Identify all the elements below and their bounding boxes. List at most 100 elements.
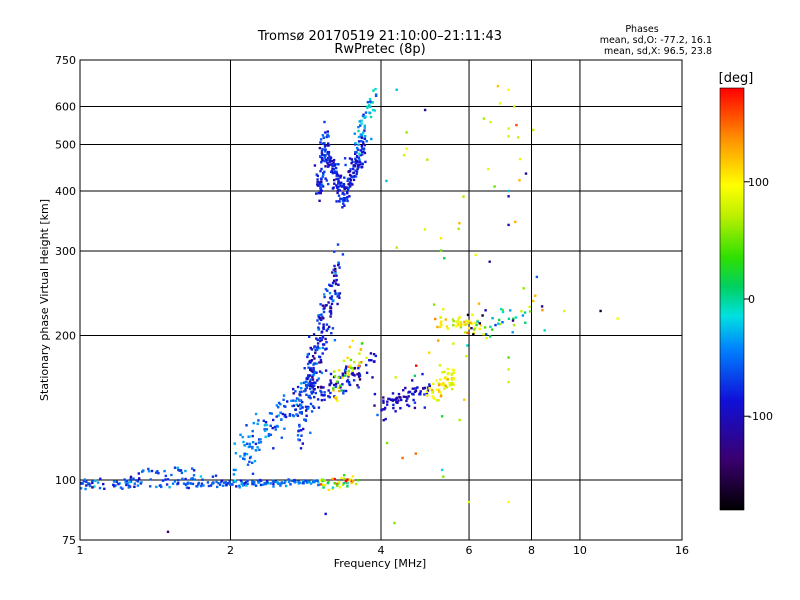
- data-point: [241, 484, 245, 487]
- data-point: [297, 397, 300, 401]
- data-point: [290, 479, 294, 482]
- data-point: [328, 283, 331, 287]
- data-point: [333, 250, 336, 253]
- data-point: [226, 482, 229, 485]
- data-point: [168, 486, 171, 489]
- data-point: [113, 485, 116, 488]
- data-point: [365, 363, 368, 367]
- data-point: [228, 480, 231, 483]
- data-point: [316, 174, 319, 178]
- data-point: [225, 483, 228, 487]
- data-point: [489, 335, 492, 338]
- data-point: [338, 486, 342, 489]
- data-point: [332, 279, 336, 283]
- data-point: [323, 170, 326, 173]
- data-point: [251, 445, 254, 449]
- data-point: [359, 154, 362, 157]
- data-point: [279, 484, 282, 487]
- data-point: [305, 380, 308, 383]
- data-point: [319, 389, 322, 393]
- data-point: [507, 380, 510, 384]
- data-point: [351, 176, 354, 179]
- data-point: [298, 438, 301, 442]
- data-point: [447, 372, 450, 375]
- data-point: [246, 482, 249, 485]
- data-point: [343, 186, 346, 189]
- data-point: [330, 382, 333, 385]
- data-point: [532, 299, 535, 303]
- data-point: [163, 469, 166, 473]
- data-point: [142, 469, 145, 472]
- data-point: [94, 479, 97, 483]
- data-point: [334, 396, 338, 399]
- data-point: [408, 390, 411, 394]
- data-point: [305, 386, 309, 389]
- data-point: [99, 477, 102, 480]
- data-point: [233, 442, 236, 445]
- data-point: [361, 153, 364, 156]
- data-point: [331, 167, 334, 170]
- y-tick-label: 400: [55, 185, 76, 198]
- colorbar-label: [deg]: [719, 71, 754, 86]
- data-point: [330, 284, 334, 288]
- data-point: [360, 145, 363, 148]
- data-point: [342, 202, 345, 205]
- data-point: [350, 158, 353, 161]
- data-point: [501, 321, 504, 324]
- data-point: [312, 366, 315, 370]
- data-point: [320, 391, 323, 394]
- data-point: [351, 369, 354, 372]
- data-point: [507, 500, 510, 504]
- data-point: [305, 409, 308, 412]
- data-point: [346, 179, 349, 183]
- data-point: [313, 346, 316, 349]
- data-point: [458, 418, 461, 422]
- data-point: [450, 387, 454, 391]
- data-point: [348, 185, 352, 188]
- data-point: [320, 167, 323, 171]
- data-point: [229, 483, 232, 486]
- data-point: [272, 447, 275, 450]
- data-point: [327, 151, 331, 154]
- data-point: [316, 345, 319, 348]
- data-point: [443, 387, 446, 390]
- data-point: [423, 393, 426, 396]
- data-point: [184, 483, 188, 486]
- data-point: [338, 296, 341, 299]
- data-point: [507, 368, 510, 371]
- data-point: [330, 295, 334, 298]
- data-point: [444, 384, 447, 387]
- data-point: [354, 482, 358, 486]
- data-point: [304, 387, 307, 391]
- data-point: [339, 182, 342, 185]
- data-point: [312, 373, 316, 376]
- data-point: [98, 486, 102, 490]
- data-point: [440, 324, 443, 327]
- data-point: [244, 481, 248, 484]
- data-point: [173, 480, 177, 483]
- data-point: [132, 477, 135, 480]
- data-point: [294, 399, 298, 403]
- data-point: [329, 305, 332, 308]
- data-point: [333, 171, 336, 174]
- data-point: [455, 320, 458, 323]
- data-point: [462, 195, 465, 198]
- data-point: [487, 167, 490, 171]
- data-point: [473, 326, 477, 329]
- data-point: [452, 383, 455, 387]
- data-point: [173, 466, 177, 469]
- data-point: [349, 358, 353, 362]
- data-point: [319, 170, 322, 173]
- data-point: [91, 481, 94, 484]
- data-point: [354, 161, 358, 165]
- data-point: [522, 287, 525, 290]
- data-point: [265, 423, 269, 427]
- data-point: [319, 385, 323, 389]
- data-point: [240, 480, 243, 484]
- data-point: [337, 293, 340, 297]
- data-point: [305, 479, 308, 483]
- data-point: [360, 162, 363, 165]
- data-point: [354, 169, 357, 172]
- data-point: [323, 156, 327, 159]
- data-point: [298, 393, 301, 396]
